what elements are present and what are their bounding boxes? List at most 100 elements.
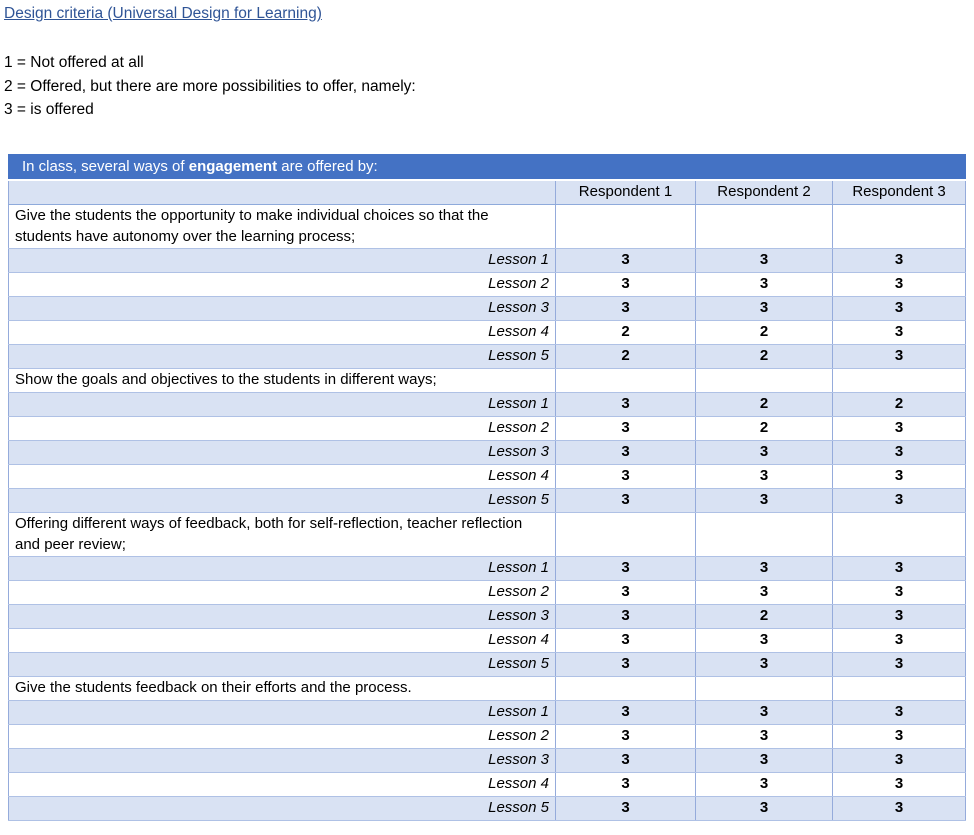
legend-line-2: 2 = Offered, but there are more possibil…	[4, 77, 416, 95]
score-cell: 3	[831, 699, 967, 725]
score-cell: 3	[555, 603, 696, 629]
score-cell: 3	[831, 651, 967, 677]
score-cell: 3	[555, 247, 696, 273]
score-cell: 3	[695, 487, 833, 513]
lesson-label: Lesson 4	[8, 771, 556, 797]
lesson-label: Lesson 2	[8, 415, 556, 441]
criterion-row: Offering different ways of feedback, bot…	[8, 511, 967, 557]
score-cell: 3	[831, 747, 967, 773]
score-cell: 3	[831, 247, 967, 273]
score-cell: 3	[695, 271, 833, 297]
score-cell: 2	[695, 391, 833, 417]
score-cell: 3	[831, 271, 967, 297]
table-title-suffix: are offered by:	[277, 157, 378, 175]
score-cell: 3	[831, 439, 967, 465]
empty-score-cell	[555, 367, 696, 393]
lesson-label: Lesson 2	[8, 271, 556, 297]
score-cell: 3	[555, 487, 696, 513]
score-cell: 3	[695, 771, 833, 797]
score-cell: 3	[555, 747, 696, 773]
score-cell: 2	[555, 319, 696, 345]
score-cell: 3	[695, 579, 833, 605]
empty-score-cell	[695, 511, 833, 557]
score-cell: 3	[695, 699, 833, 725]
score-cell: 2	[695, 603, 833, 629]
score-cell: 3	[695, 439, 833, 465]
score-cell: 3	[555, 579, 696, 605]
score-cell: 3	[555, 391, 696, 417]
empty-score-cell	[831, 203, 967, 249]
empty-score-cell	[695, 367, 833, 393]
score-cell: 3	[555, 439, 696, 465]
score-cell: 3	[555, 555, 696, 581]
criterion-text: Show the goals and objectives to the stu…	[8, 367, 556, 393]
criterion-row: Show the goals and objectives to the stu…	[8, 367, 967, 393]
lesson-label: Lesson 4	[8, 463, 556, 489]
score-cell: 3	[695, 723, 833, 749]
lesson-label: Lesson 5	[8, 651, 556, 677]
score-cell: 3	[555, 271, 696, 297]
lesson-label: Lesson 4	[8, 319, 556, 345]
criterion-text: Give the students feedback on their effo…	[8, 675, 556, 701]
lesson-label: Lesson 5	[8, 343, 556, 369]
corner-cell	[8, 179, 556, 205]
score-cell: 2	[695, 319, 833, 345]
lesson-label: Lesson 1	[8, 391, 556, 417]
lesson-label: Lesson 5	[8, 795, 556, 821]
empty-score-cell	[555, 203, 696, 249]
lesson-label: Lesson 5	[8, 487, 556, 513]
table-title: In class, several ways of engagement are…	[7, 153, 967, 181]
score-cell: 3	[555, 651, 696, 677]
column-header-respondent-3: Respondent 3	[831, 179, 967, 205]
table-title-bold: engagement	[188, 157, 278, 175]
score-cell: 3	[695, 795, 833, 821]
score-cell: 3	[831, 343, 967, 369]
lesson-label: Lesson 3	[8, 603, 556, 629]
score-cell: 2	[695, 415, 833, 441]
title-link[interactable]: Design criteria (Universal Design for Le…	[4, 5, 322, 22]
lesson-label: Lesson 3	[8, 295, 556, 321]
score-cell: 3	[831, 771, 967, 797]
lesson-label: Lesson 3	[8, 747, 556, 773]
column-header-respondent-2: Respondent 2	[695, 179, 833, 205]
column-header-respondent-1: Respondent 1	[555, 179, 696, 205]
score-cell: 3	[831, 603, 967, 629]
empty-score-cell	[695, 203, 833, 249]
table-title-prefix: In class, several ways of	[22, 157, 189, 175]
legend-line-1: 1 = Not offered at all	[4, 54, 144, 71]
empty-score-cell	[555, 675, 696, 701]
table-title-row: In class, several ways of engagement are…	[7, 153, 967, 181]
empty-score-cell	[831, 367, 967, 393]
score-cell: 3	[831, 487, 967, 513]
lesson-label: Lesson 4	[8, 627, 556, 653]
lesson-label: Lesson 2	[8, 723, 556, 749]
lesson-label: Lesson 1	[8, 247, 556, 273]
criterion-text: Offering different ways of feedback, bot…	[8, 511, 556, 557]
legend-line-3: 3 = is offered	[4, 101, 94, 118]
criterion-text: Give the students the opportunity to mak…	[8, 203, 556, 249]
score-cell: 3	[831, 295, 967, 321]
score-cell: 2	[831, 391, 967, 417]
empty-score-cell	[831, 675, 967, 701]
score-cell: 3	[695, 463, 833, 489]
empty-score-cell	[695, 675, 833, 701]
score-cell: 3	[831, 723, 967, 749]
score-cell: 3	[831, 555, 967, 581]
column-header-row: Respondent 1 Respondent 2 Respondent 3	[8, 179, 967, 205]
score-cell: 3	[555, 627, 696, 653]
criterion-row: Give the students the opportunity to mak…	[8, 203, 967, 249]
score-cell: 3	[831, 463, 967, 489]
